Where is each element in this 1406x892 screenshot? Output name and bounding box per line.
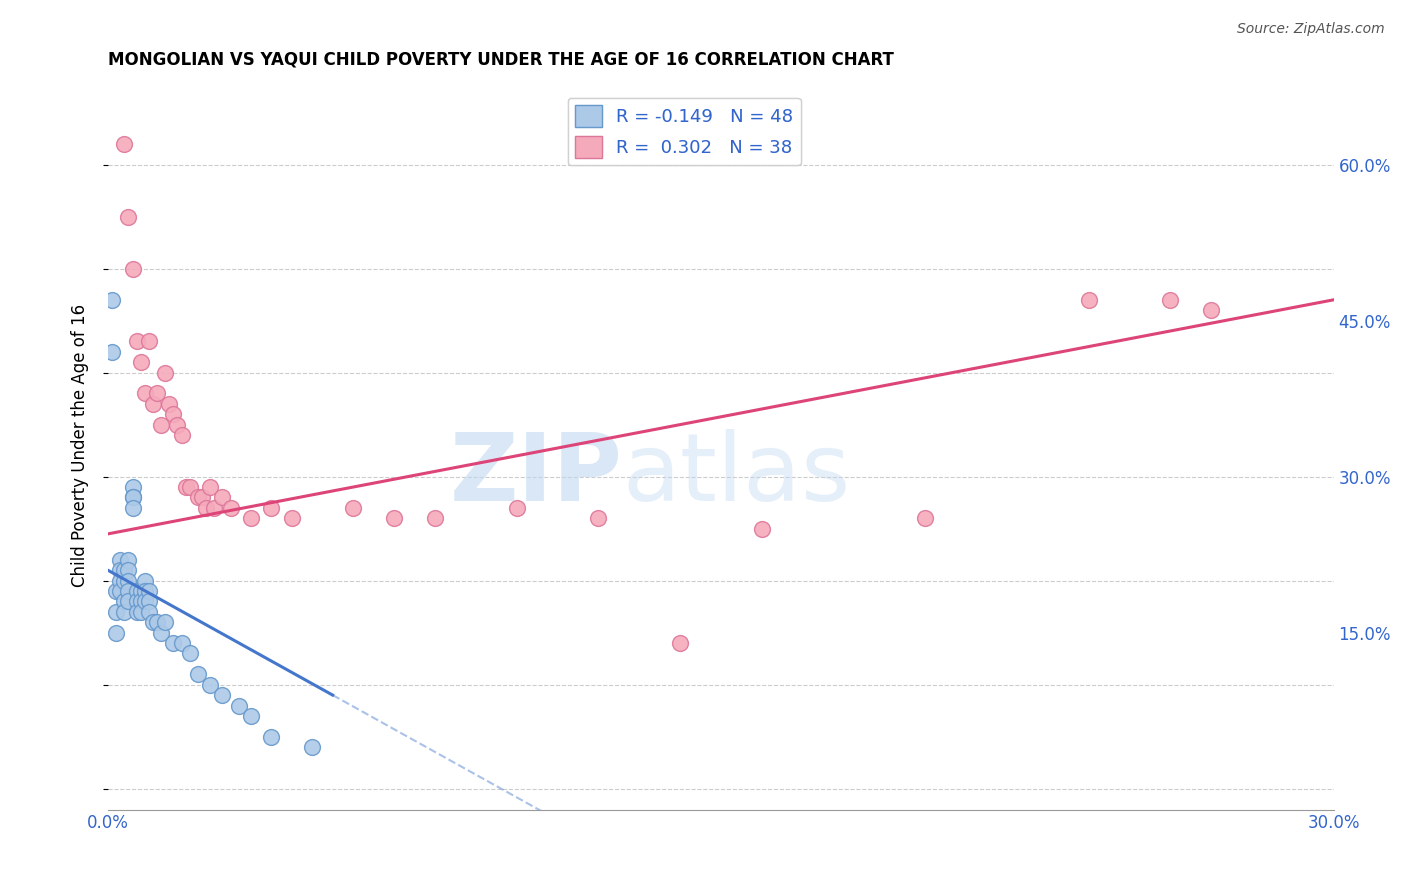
- Point: [586, 511, 609, 525]
- Point: [125, 594, 148, 608]
- Point: [112, 563, 135, 577]
- Point: [110, 574, 132, 588]
- Text: atlas: atlas: [623, 428, 851, 521]
- Point: [117, 563, 139, 577]
- Point: [117, 574, 139, 588]
- Point: [146, 615, 169, 630]
- Point: [125, 584, 148, 599]
- Point: [112, 574, 135, 588]
- Point: [129, 355, 152, 369]
- Point: [121, 480, 143, 494]
- Point: [125, 334, 148, 349]
- Point: [202, 500, 225, 515]
- Point: [187, 667, 209, 681]
- Point: [110, 553, 132, 567]
- Point: [260, 730, 283, 744]
- Point: [211, 688, 233, 702]
- Point: [423, 511, 446, 525]
- Point: [170, 636, 193, 650]
- Point: [195, 500, 218, 515]
- Point: [110, 584, 132, 599]
- Point: [342, 500, 364, 515]
- Point: [134, 386, 156, 401]
- Point: [150, 417, 173, 432]
- Point: [112, 605, 135, 619]
- Point: [669, 636, 692, 650]
- Point: [301, 740, 323, 755]
- Point: [142, 615, 165, 630]
- Point: [153, 366, 176, 380]
- Point: [138, 594, 160, 608]
- Point: [112, 136, 135, 151]
- Point: [382, 511, 405, 525]
- Point: [914, 511, 936, 525]
- Point: [121, 261, 143, 276]
- Point: [166, 417, 188, 432]
- Point: [162, 636, 184, 650]
- Text: Source: ZipAtlas.com: Source: ZipAtlas.com: [1237, 22, 1385, 37]
- Point: [1199, 303, 1222, 318]
- Point: [101, 293, 124, 307]
- Point: [105, 584, 128, 599]
- Point: [129, 594, 152, 608]
- Point: [121, 491, 143, 505]
- Point: [129, 584, 152, 599]
- Point: [117, 584, 139, 599]
- Point: [162, 407, 184, 421]
- Point: [1159, 293, 1181, 307]
- Point: [125, 605, 148, 619]
- Point: [138, 334, 160, 349]
- Point: [187, 491, 209, 505]
- Point: [142, 397, 165, 411]
- Point: [198, 678, 221, 692]
- Point: [157, 397, 180, 411]
- Point: [105, 605, 128, 619]
- Point: [134, 594, 156, 608]
- Point: [505, 500, 527, 515]
- Point: [228, 698, 250, 713]
- Point: [1077, 293, 1099, 307]
- Point: [146, 386, 169, 401]
- Point: [211, 491, 233, 505]
- Point: [191, 491, 214, 505]
- Point: [179, 480, 201, 494]
- Point: [170, 428, 193, 442]
- Point: [260, 500, 283, 515]
- Point: [138, 584, 160, 599]
- Point: [121, 500, 143, 515]
- Point: [138, 605, 160, 619]
- Point: [121, 491, 143, 505]
- Point: [281, 511, 304, 525]
- Point: [110, 563, 132, 577]
- Point: [150, 625, 173, 640]
- Point: [179, 647, 201, 661]
- Point: [134, 574, 156, 588]
- Point: [219, 500, 242, 515]
- Point: [240, 511, 263, 525]
- Point: [198, 480, 221, 494]
- Point: [153, 615, 176, 630]
- Point: [174, 480, 197, 494]
- Text: MONGOLIAN VS YAQUI CHILD POVERTY UNDER THE AGE OF 16 CORRELATION CHART: MONGOLIAN VS YAQUI CHILD POVERTY UNDER T…: [108, 51, 894, 69]
- Point: [751, 522, 773, 536]
- Point: [117, 210, 139, 224]
- Point: [134, 584, 156, 599]
- Point: [129, 605, 152, 619]
- Y-axis label: Child Poverty Under the Age of 16: Child Poverty Under the Age of 16: [72, 304, 89, 587]
- Point: [105, 625, 128, 640]
- Point: [101, 344, 124, 359]
- Point: [117, 594, 139, 608]
- Text: ZIP: ZIP: [450, 428, 623, 521]
- Point: [117, 553, 139, 567]
- Point: [240, 709, 263, 723]
- Point: [112, 594, 135, 608]
- Legend: R = -0.149   N = 48, R =  0.302   N = 38: R = -0.149 N = 48, R = 0.302 N = 38: [568, 97, 800, 165]
